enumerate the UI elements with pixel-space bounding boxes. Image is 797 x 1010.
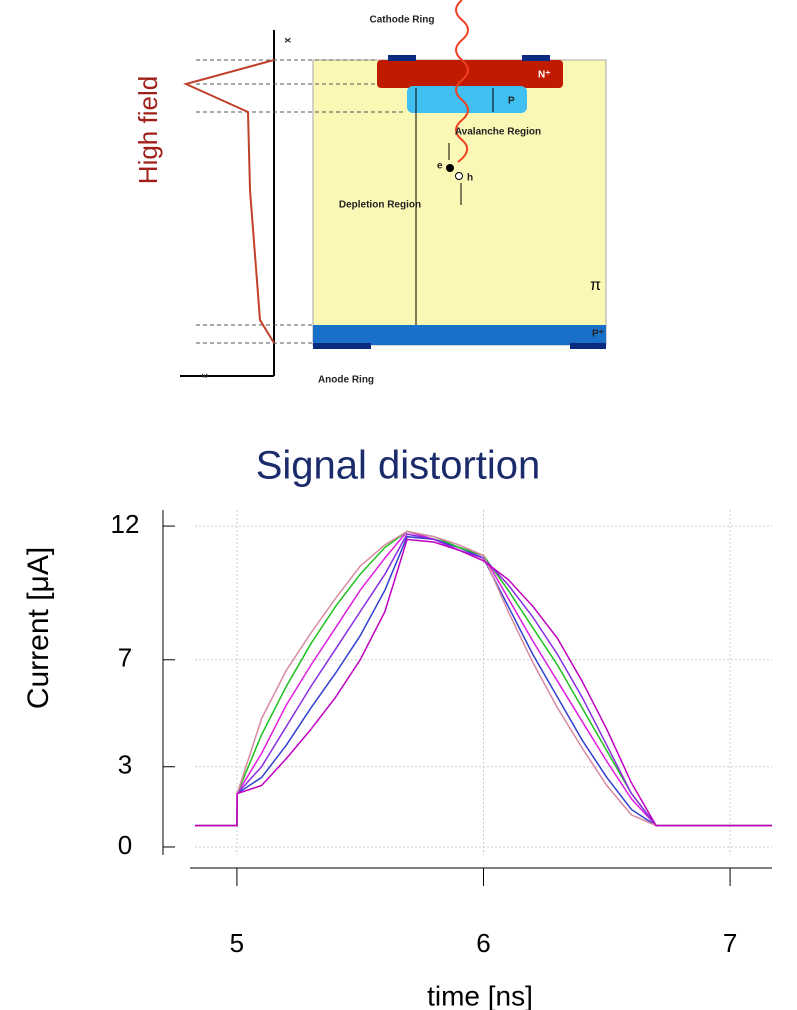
label: Cathode Ring (370, 15, 435, 26)
axis-label: ε (200, 373, 211, 378)
label: N⁺ (538, 70, 551, 81)
anode-contact (313, 343, 371, 349)
trace (195, 533, 772, 827)
photon-path (455, 0, 469, 163)
label: Avalanche Region (455, 127, 541, 138)
anode-contact (570, 343, 606, 349)
cathode-contact (522, 55, 550, 61)
label: Anode Ring (318, 375, 374, 386)
n-plus-layer (377, 60, 563, 88)
chart-title: Signal distortion (256, 444, 541, 488)
label: P⁺ (592, 329, 604, 340)
trace (195, 538, 772, 827)
electron (446, 164, 454, 172)
field-profile (183, 59, 275, 344)
x-tick-label: 5 (230, 928, 244, 958)
high-field-label: High field (133, 76, 163, 184)
y-tick-label: 3 (118, 750, 132, 780)
label: Depletion Region (339, 200, 421, 211)
y-tick-label: 0 (118, 830, 132, 860)
x-tick-label: 6 (476, 928, 490, 958)
cathode-contact (388, 55, 416, 61)
diagram: Cathode Ring N⁺ P Avalanche Region e h D… (133, 0, 607, 386)
y-tick-label: 7 (118, 643, 132, 673)
guide-lines (196, 59, 406, 344)
y-tick-label: 12 (111, 509, 140, 539)
label: P (508, 96, 515, 107)
p-layer (407, 86, 527, 113)
label: e (437, 161, 443, 172)
x-axis-label: time [ns] (427, 980, 533, 1010)
axis-label: x (283, 37, 294, 43)
label: π (590, 277, 601, 294)
hole (455, 172, 463, 180)
x-tick-label: 7 (723, 928, 737, 958)
chart: Signal distortion Current [μA] time [ns] 0 3… (22, 444, 772, 1010)
label: h (467, 173, 473, 184)
y-axis-label: Current [μA] (22, 547, 55, 709)
p-plus-layer (313, 325, 606, 345)
trace (195, 530, 772, 827)
